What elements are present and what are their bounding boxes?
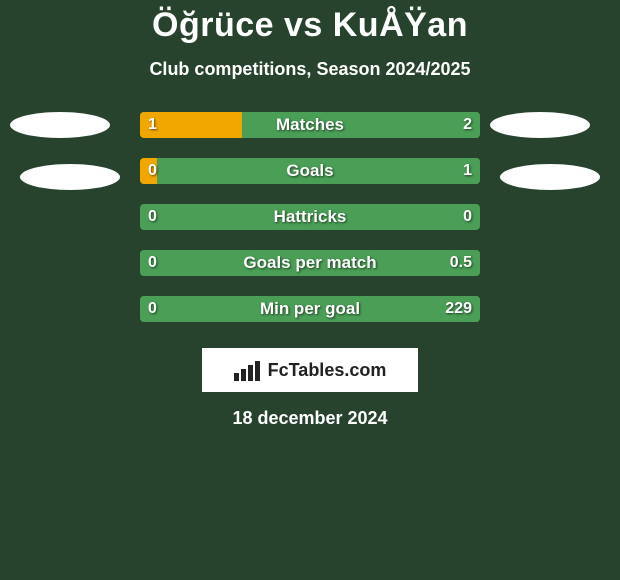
stat-row: Hattricks00: [0, 204, 620, 250]
decorative-ellipse: [10, 112, 110, 138]
bars-icon: [234, 359, 262, 381]
bar-right: [242, 112, 480, 138]
stat-value-left: 0: [148, 158, 157, 184]
stat-value-left: 0: [148, 250, 157, 276]
bar-track: [140, 204, 480, 230]
stat-row: Goals per match00.5: [0, 250, 620, 296]
stat-row: Min per goal0229: [0, 296, 620, 342]
bar-track: [140, 158, 480, 184]
stat-value-right: 0: [463, 204, 472, 230]
fctables-logo: FcTables.com: [202, 348, 418, 392]
date-label: 18 december 2024: [0, 408, 620, 429]
logo-text: FcTables.com: [268, 360, 387, 381]
stat-value-right: 229: [445, 296, 472, 322]
decorative-ellipse: [20, 164, 120, 190]
bar-right: [140, 250, 480, 276]
bar-right: [157, 158, 480, 184]
page-subtitle: Club competitions, Season 2024/2025: [0, 59, 620, 80]
stat-value-right: 0.5: [450, 250, 472, 276]
decorative-ellipse: [500, 164, 600, 190]
comparison-chart: Matches12Goals01Hattricks00Goals per mat…: [0, 112, 620, 342]
bar-right: [140, 296, 480, 322]
stat-value-left: 0: [148, 204, 157, 230]
stat-value-right: 1: [463, 158, 472, 184]
stat-value-right: 2: [463, 112, 472, 138]
bar-track: [140, 250, 480, 276]
decorative-ellipse: [490, 112, 590, 138]
stat-value-left: 0: [148, 296, 157, 322]
bar-track: [140, 112, 480, 138]
page-title: Öğrüce vs KuÅŸan: [0, 0, 620, 45]
stat-value-left: 1: [148, 112, 157, 138]
bar-track: [140, 296, 480, 322]
